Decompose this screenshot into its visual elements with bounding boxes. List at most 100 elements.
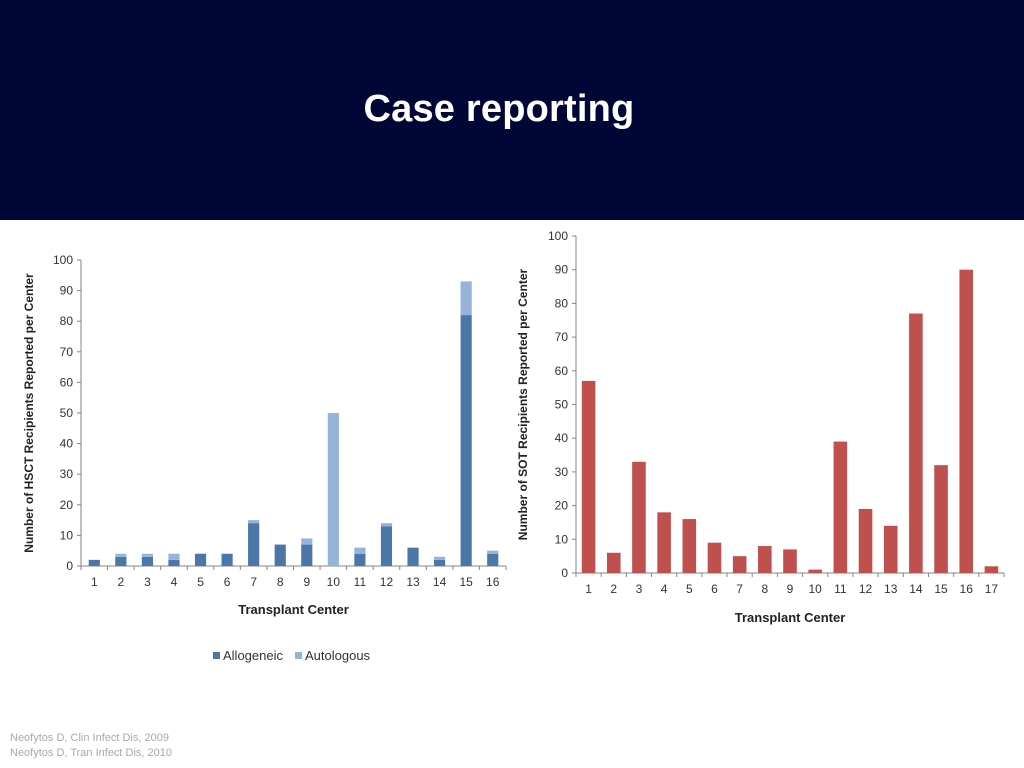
sot-x-tick-label: 1 bbox=[585, 582, 592, 596]
sot-x-tick-label: 8 bbox=[761, 582, 768, 596]
sot-bar-series0-4 bbox=[657, 512, 671, 573]
hsct-y-tick-label: 70 bbox=[60, 345, 74, 359]
hsct-chart: 0 10 20 30 40 50 60 70 80 90 100 1 2 3 4 5 6 7 8 9 10 11 12 13 1… bbox=[18, 236, 512, 680]
hsct-bar-allogeneic-8 bbox=[274, 544, 286, 566]
sot-bar-series0-11 bbox=[833, 441, 848, 573]
sot-y-tick-label: 30 bbox=[555, 465, 569, 479]
sot-y-tick-label: 0 bbox=[561, 566, 568, 580]
sot-bar-series0-5 bbox=[682, 519, 697, 573]
hsct-legend-swatch-allogeneic bbox=[213, 652, 220, 659]
sot-x-tick-label: 14 bbox=[909, 582, 923, 596]
sot-chart: 0 10 20 30 40 50 60 70 80 90 100 1 2 3 4 5 6 7 8 9 10 11 12 13 1… bbox=[513, 224, 1011, 638]
sot-bar-series0-9 bbox=[783, 549, 797, 573]
hsct-bar-allogeneic-6 bbox=[221, 553, 233, 566]
sot-y-tick-label: 70 bbox=[555, 330, 569, 344]
hsct-x-tick-label: 4 bbox=[171, 575, 178, 589]
hsct-bar-autologous-10 bbox=[327, 413, 339, 566]
hsct-y-tick-label: 60 bbox=[60, 375, 74, 389]
hsct-x-tick-label: 2 bbox=[118, 575, 125, 589]
hsct-x-tick-label: 5 bbox=[197, 575, 204, 589]
hsct-bar-allogeneic-4 bbox=[168, 559, 180, 566]
sot-x-tick-label: 6 bbox=[711, 582, 718, 596]
sot-y-tick-label: 40 bbox=[555, 431, 569, 445]
sot-x-tick-label: 11 bbox=[834, 582, 847, 596]
hsct-bar-allogeneic-12 bbox=[380, 526, 393, 566]
hsct-x-tick-label: 6 bbox=[224, 575, 231, 589]
hsct-bar-allogeneic-13 bbox=[407, 547, 419, 566]
sot-bar-series0-17 bbox=[984, 566, 999, 573]
hsct-bar-allogeneic-15 bbox=[460, 315, 472, 566]
hsct-x-tick-label: 7 bbox=[250, 575, 257, 589]
hsct-y-tick-label: 50 bbox=[60, 406, 74, 420]
sot-x-tick-label: 17 bbox=[985, 582, 999, 596]
hsct-bar-autologous-11 bbox=[354, 547, 366, 554]
sot-bar-series0-3 bbox=[632, 461, 646, 573]
sot-y-tick-label: 100 bbox=[548, 229, 568, 243]
title-banner: Case reporting bbox=[0, 0, 1024, 220]
sot-y-axis-title: Number of SOT Recipients Reported per Ce… bbox=[516, 268, 530, 540]
sot-y-tick-label: 10 bbox=[555, 532, 569, 546]
references: Neofytos D, Clin Infect Dis, 2009 Neofyt… bbox=[10, 731, 172, 761]
hsct-bar-allogeneic-7 bbox=[248, 523, 260, 566]
hsct-y-tick-label: 90 bbox=[60, 284, 74, 298]
hsct-bar-autologous-4 bbox=[168, 553, 180, 560]
sot-bar-series0-1 bbox=[581, 380, 596, 573]
hsct-x-tick-label: 1 bbox=[91, 575, 98, 589]
sot-x-tick-label: 13 bbox=[884, 582, 898, 596]
hsct-bar-autologous-7 bbox=[248, 520, 260, 524]
sot-y-tick-label: 90 bbox=[555, 263, 569, 277]
hsct-x-tick-label: 13 bbox=[406, 575, 420, 589]
sot-x-axis-title: Transplant Center bbox=[735, 610, 846, 625]
sot-x-tick-label: 9 bbox=[787, 582, 794, 596]
sot-bar-series0-6 bbox=[707, 542, 722, 573]
hsct-y-tick-label: 10 bbox=[60, 528, 74, 542]
hsct-bar-autologous-16 bbox=[487, 550, 499, 554]
hsct-y-axis-title: Number of HSCT Recipients Reported per C… bbox=[22, 273, 36, 553]
hsct-bar-allogeneic-11 bbox=[354, 553, 366, 566]
hsct-bar-autologous-2 bbox=[115, 553, 127, 557]
hsct-bar-autologous-14 bbox=[434, 556, 446, 560]
hsct-bar-allogeneic-5 bbox=[194, 553, 207, 566]
sot-x-tick-label: 7 bbox=[736, 582, 743, 596]
reference-1: Neofytos D, Clin Infect Dis, 2009 bbox=[10, 732, 169, 744]
hsct-x-tick-label: 16 bbox=[486, 575, 500, 589]
hsct-bar-allogeneic-9 bbox=[301, 544, 313, 566]
sot-x-tick-label: 2 bbox=[610, 582, 617, 596]
sot-bar-series0-15 bbox=[934, 465, 948, 573]
hsct-bar-allogeneic-16 bbox=[487, 553, 499, 566]
sot-y-tick-label: 60 bbox=[555, 364, 569, 378]
hsct-x-tick-label: 11 bbox=[354, 575, 367, 589]
hsct-bar-allogeneic-1 bbox=[88, 559, 100, 566]
hsct-x-axis-title: Transplant Center bbox=[238, 602, 349, 617]
hsct-bar-autologous-12 bbox=[380, 523, 393, 527]
sot-x-tick-label: 4 bbox=[661, 582, 668, 596]
sot-bar-series0-16 bbox=[959, 269, 974, 573]
slide-title: Case reporting bbox=[363, 88, 635, 130]
hsct-x-tick-label: 9 bbox=[303, 575, 310, 589]
hsct-x-tick-label: 15 bbox=[459, 575, 473, 589]
hsct-x-tick-label: 3 bbox=[144, 575, 151, 589]
hsct-bar-allogeneic-3 bbox=[141, 556, 153, 566]
hsct-y-tick-label: 0 bbox=[66, 559, 73, 573]
hsct-y-tick-label: 40 bbox=[60, 437, 74, 451]
sot-x-tick-label: 16 bbox=[960, 582, 974, 596]
hsct-y-tick-label: 100 bbox=[53, 253, 73, 267]
sot-y-tick-label: 50 bbox=[555, 398, 569, 412]
sot-bar-series0-7 bbox=[732, 556, 747, 573]
sot-bar-series0-13 bbox=[883, 525, 898, 573]
hsct-x-tick-label: 8 bbox=[277, 575, 284, 589]
hsct-legend-label-autologous: Autologous bbox=[305, 648, 371, 663]
hsct-legend-swatch-autologous bbox=[295, 652, 302, 659]
hsct-y-tick-label: 30 bbox=[60, 467, 74, 481]
hsct-legend-label-allogeneic: Allogeneic bbox=[223, 648, 283, 663]
hsct-bar-allogeneic-14 bbox=[434, 559, 446, 566]
sot-x-tick-label: 12 bbox=[859, 582, 873, 596]
sot-x-tick-label: 5 bbox=[686, 582, 693, 596]
sot-x-tick-label: 15 bbox=[934, 582, 948, 596]
sot-bar-series0-12 bbox=[858, 508, 873, 573]
hsct-bar-autologous-3 bbox=[141, 553, 153, 557]
sot-y-tick-label: 80 bbox=[555, 296, 569, 310]
sot-bar-series0-10 bbox=[808, 569, 822, 573]
